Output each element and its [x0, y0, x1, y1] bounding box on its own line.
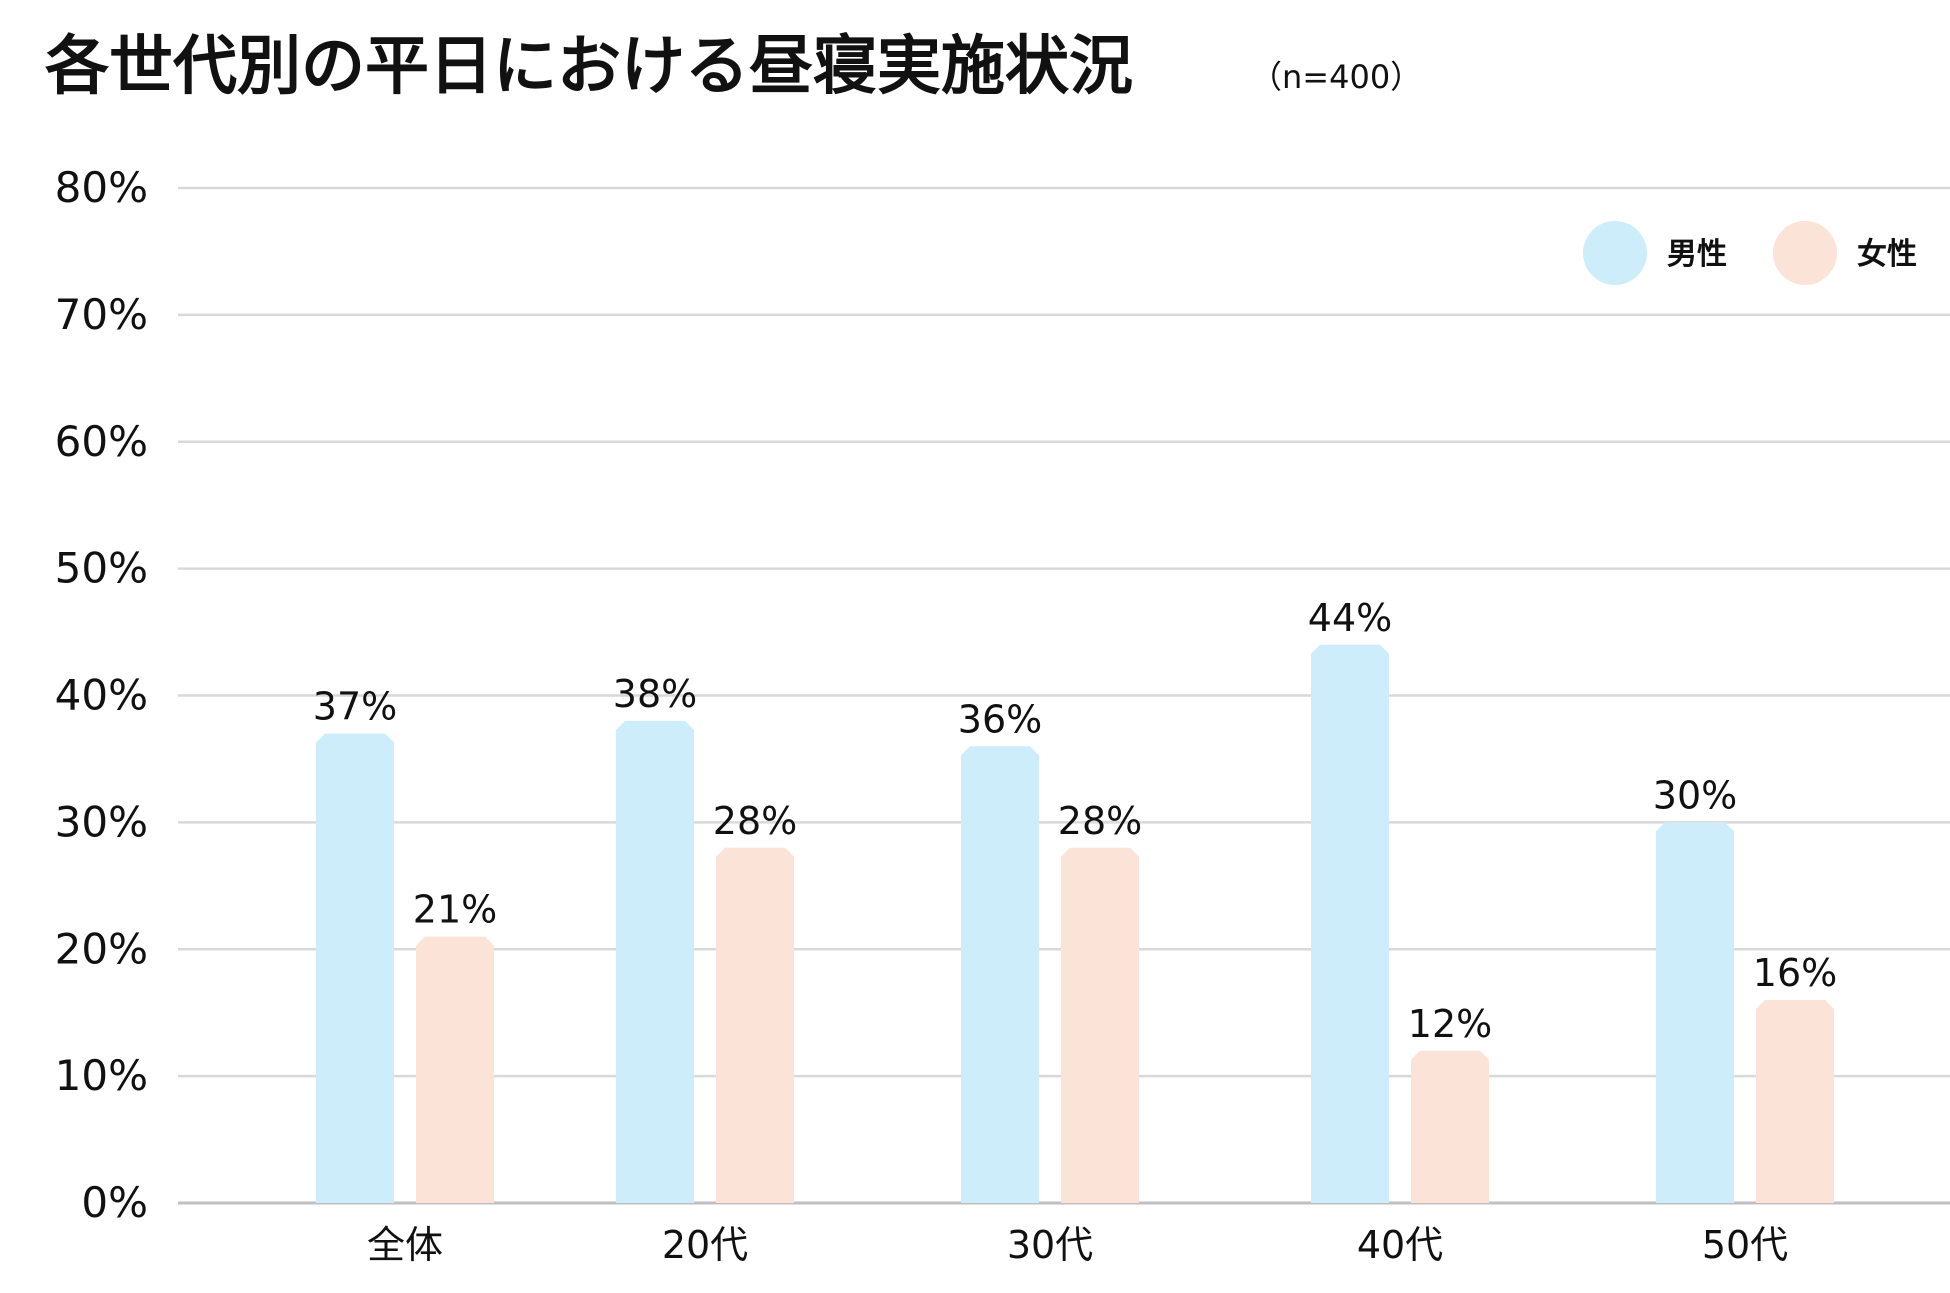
data-label: 16%	[1753, 951, 1837, 995]
y-tick-label: 60%	[55, 417, 148, 466]
y-axis-tick-labels: 0% 10% 20% 30% 40% 50% 60% 70% 80%	[55, 163, 148, 1227]
legend: 男性 女性	[1583, 221, 1917, 285]
y-tick-label: 30%	[55, 797, 148, 846]
legend-swatch	[1773, 221, 1837, 285]
legend-swatch	[1583, 221, 1647, 285]
bar	[1411, 1050, 1489, 1203]
y-tick-label: 0%	[81, 1178, 148, 1227]
y-tick-label: 70%	[55, 290, 148, 339]
data-label: 12%	[1408, 1002, 1492, 1046]
bar	[1756, 1000, 1834, 1203]
data-label: 44%	[1308, 596, 1392, 640]
x-tick-label: 40代	[1357, 1223, 1443, 1267]
data-labels: 37% 38% 36% 44% 30% 21% 28% 28% 12% 16%	[313, 596, 1837, 1046]
y-tick-label: 20%	[55, 924, 148, 973]
bar	[1311, 644, 1389, 1203]
bar	[716, 847, 794, 1203]
bar	[616, 720, 694, 1203]
legend-label: 男性	[1667, 237, 1727, 272]
x-axis-tick-labels: 全体 20代 30代 40代 50代	[367, 1223, 1788, 1267]
legend-label: 女性	[1857, 237, 1917, 272]
bar	[1061, 847, 1139, 1203]
x-tick-label: 30代	[1007, 1223, 1093, 1267]
bar	[1656, 822, 1734, 1203]
data-label: 38%	[613, 672, 697, 716]
data-label: 36%	[958, 697, 1042, 741]
y-tick-label: 40%	[55, 671, 148, 720]
y-tick-label: 50%	[55, 544, 148, 593]
data-label: 28%	[713, 799, 797, 843]
y-tick-label: 10%	[55, 1051, 148, 1100]
bar	[416, 936, 494, 1203]
data-label: 30%	[1653, 773, 1737, 817]
bars	[316, 644, 1834, 1203]
bar	[316, 733, 394, 1203]
data-label: 21%	[413, 888, 497, 932]
data-label: 37%	[313, 685, 397, 729]
chart-subtitle: （n=400）	[1250, 58, 1422, 96]
y-tick-label: 80%	[55, 163, 148, 212]
bar	[961, 746, 1039, 1203]
x-tick-label: 20代	[662, 1223, 748, 1267]
chart-title: 各世代別の平日における昼寝実施状況	[45, 30, 1133, 104]
x-tick-label: 50代	[1702, 1223, 1788, 1267]
x-tick-label: 全体	[367, 1223, 443, 1267]
data-label: 28%	[1058, 799, 1142, 843]
chart-title-group: 各世代別の平日における昼寝実施状況 （n=400）	[45, 30, 1422, 104]
